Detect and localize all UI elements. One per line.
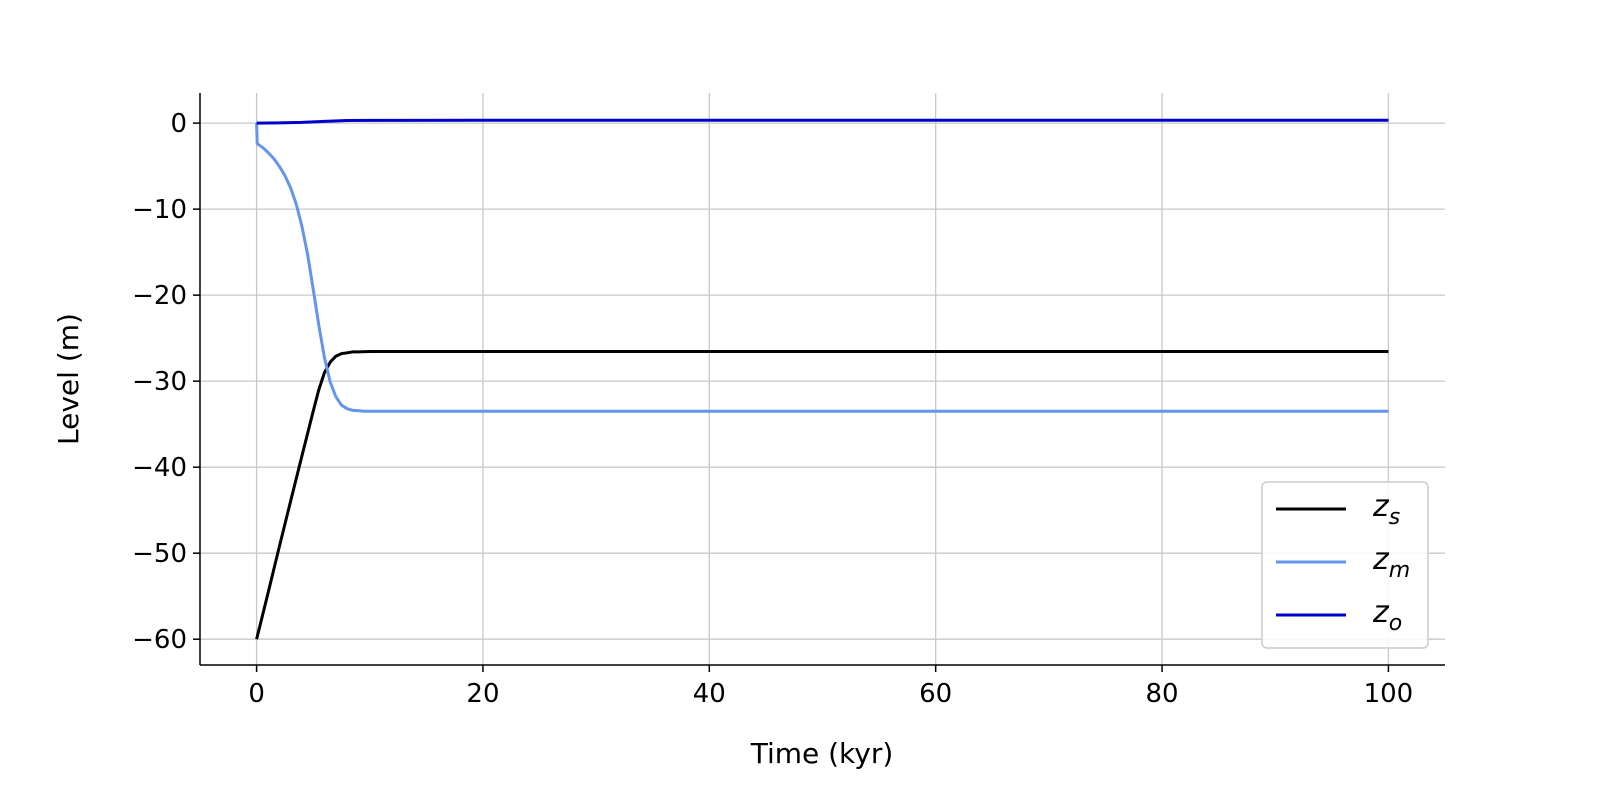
y-tick-label: −50: [132, 539, 187, 569]
x-tick-label: 0: [248, 679, 265, 709]
series-lines: [255, 118, 1389, 640]
series-line-z-m: [255, 123, 1389, 413]
y-tick-label: −20: [132, 281, 187, 311]
x-axis-label: Time (kyr): [750, 737, 894, 770]
x-tick-label: 20: [466, 679, 499, 709]
legend-box: [1261, 481, 1429, 649]
legend-label-z-s: zs: [1372, 489, 1400, 530]
series-line-z-s: [255, 350, 1389, 640]
x-tick-label: 40: [693, 679, 726, 709]
y-tick-label: −60: [132, 625, 187, 655]
legend-label-z-o: zo: [1372, 595, 1402, 636]
x-axis-ticks: 0 20 40 60 80 100: [248, 665, 1413, 709]
x-tick-label: 60: [919, 679, 952, 709]
y-tick-label: −10: [132, 195, 187, 225]
y-tick-label: 0: [170, 109, 187, 139]
y-axis-ticks: 0 −10 −20 −30 −40 −50 −60: [132, 109, 200, 655]
y-axis-label: Level (m): [52, 313, 85, 445]
legend-label-z-m: zm: [1372, 542, 1410, 583]
grid-lines: [200, 93, 1445, 665]
x-tick-label: 80: [1145, 679, 1178, 709]
y-tick-label: −40: [132, 453, 187, 483]
y-tick-label: −30: [132, 367, 187, 397]
axes: [199, 93, 1445, 666]
legend: zs zm zo: [1261, 481, 1429, 649]
x-tick-label: 100: [1364, 679, 1414, 709]
series-line-z-o: [256, 118, 1389, 125]
